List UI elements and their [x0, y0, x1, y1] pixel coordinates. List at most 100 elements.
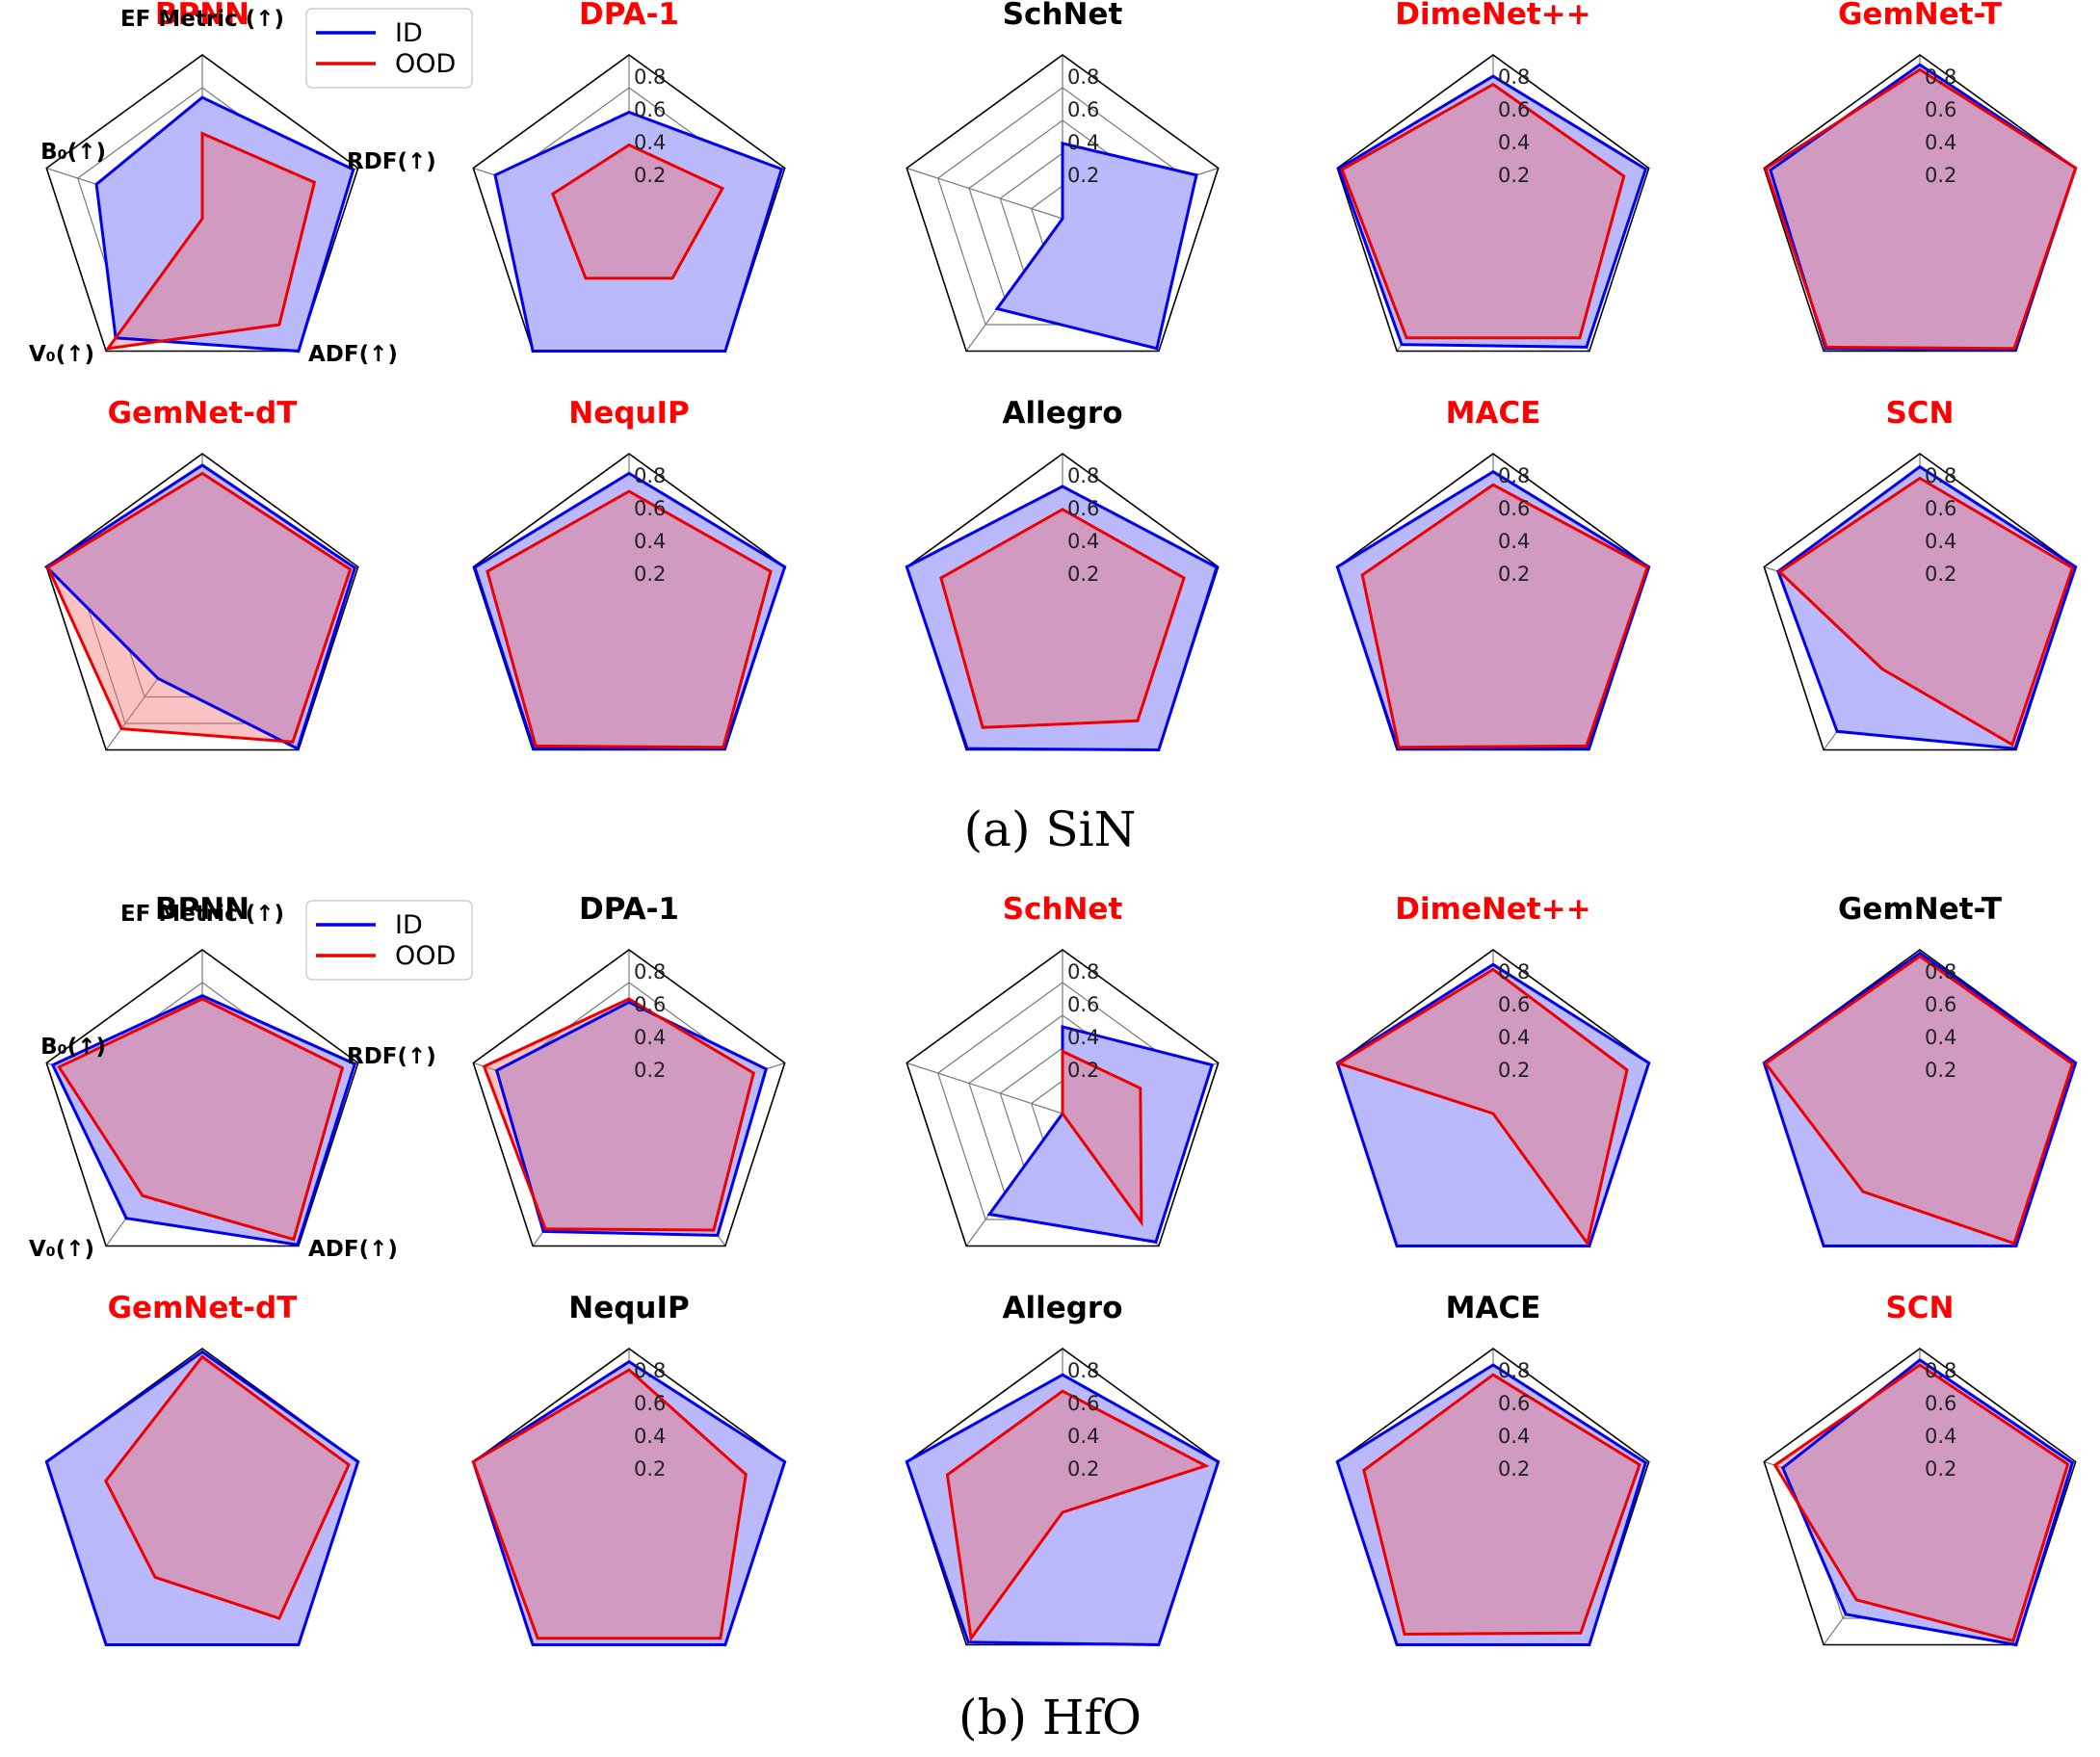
ood-area — [1363, 1375, 1640, 1635]
ood-area — [947, 1391, 1206, 1639]
id-line — [1776, 464, 2078, 750]
axis-spoke — [906, 167, 1063, 220]
id-line — [1762, 951, 2078, 1247]
ood-line — [1764, 67, 2078, 351]
id-area — [1770, 65, 2076, 351]
ood-area — [108, 133, 315, 349]
outer-frame — [45, 949, 359, 1247]
ood-line — [471, 1368, 748, 1640]
id-area — [1764, 953, 2076, 1246]
id-line — [1335, 469, 1651, 750]
id-line — [905, 1373, 1221, 1647]
ood-line — [104, 131, 317, 351]
radar-sin-scn: 0.2 0.4 0.6 0.8 SCN — [1763, 396, 2078, 751]
radial-tick-label: 0.8 — [1498, 1359, 1530, 1382]
model-title: MACE — [1446, 396, 1541, 431]
model-title: NequIP — [568, 396, 689, 431]
ood-area — [1765, 956, 2073, 1244]
legend-box — [305, 8, 473, 89]
id-line — [1335, 1363, 1648, 1646]
radial-tick-label: 0.8 — [1925, 66, 1956, 89]
radar-sin-gemnet-t: 0.2 0.4 0.6 0.8 GemNet-T — [1763, 0, 2078, 353]
radial-tick-label: 0.2 — [1498, 164, 1530, 187]
radial-tick-label: 0.6 — [1925, 1392, 1956, 1415]
radar-sin-nequip: 0.2 0.4 0.6 0.8 NequIP — [472, 396, 787, 751]
id-area — [906, 1375, 1219, 1645]
radial-tick-label: 0.6 — [1498, 497, 1530, 520]
ood-area — [1362, 485, 1648, 747]
model-title: SCN — [1885, 396, 1954, 431]
id-line — [473, 471, 787, 750]
id-line — [1780, 1358, 2075, 1647]
id-line — [905, 485, 1219, 752]
id-line — [94, 95, 355, 354]
axis-label: RDF(↑) — [347, 1044, 436, 1069]
outer-frame — [45, 453, 359, 751]
radial-tick-label: 0.8 — [1925, 464, 1956, 487]
id-line — [44, 1350, 360, 1646]
axis-label: ADF(↑) — [308, 342, 398, 367]
radial-tick-label: 0.4 — [1067, 1425, 1099, 1448]
id-area — [473, 1361, 785, 1645]
ood-line — [550, 143, 725, 280]
radar-hfo-scn: 0.2 0.4 0.6 0.8 SCN — [1763, 1291, 2077, 1647]
radial-tick-label: 0.2 — [1498, 563, 1530, 586]
ood-line — [57, 997, 345, 1242]
radial-tick-label: 0.2 — [1498, 1457, 1530, 1481]
outer-frame — [472, 949, 786, 1247]
radial-tick-label: 0.4 — [1498, 1026, 1530, 1049]
radial-tick-label: 0.4 — [634, 131, 666, 154]
radial-tick-label: 0.6 — [1498, 98, 1530, 121]
model-title: SchNet — [1003, 0, 1123, 32]
radial-tick-label: 0.4 — [1067, 1026, 1099, 1049]
radial-tick-label: 0.4 — [1067, 131, 1099, 154]
radial-tick-label: 0.8 — [1067, 1359, 1099, 1382]
ood-area — [1342, 84, 1624, 338]
radial-tick-label: 0.8 — [1498, 464, 1530, 487]
radar-sin-allegro: 0.2 0.4 0.6 0.8 Allegro — [905, 396, 1220, 752]
radial-tick-label: 0.2 — [1925, 1457, 1956, 1481]
legend-box — [305, 900, 473, 981]
ood-area — [1774, 1365, 2068, 1641]
ood-area — [1765, 69, 2076, 349]
axis-label: V₀(↑) — [29, 1237, 94, 1262]
radar-sin-schnet: 0.2 0.4 0.6 0.8 SchNet — [906, 0, 1220, 353]
ood-area — [47, 473, 351, 743]
radar-hfo-allegro: 0.2 0.4 0.6 0.8 Allegro — [905, 1291, 1221, 1647]
axis-spoke — [906, 1062, 1063, 1115]
radial-tick-label: 0.8 — [1067, 464, 1099, 487]
model-title: Allegro — [1002, 1291, 1122, 1325]
ood-area — [1779, 478, 2073, 745]
model-title: SCN — [1885, 1291, 1954, 1325]
caption-hfo: (b) HfO — [958, 1690, 1142, 1745]
radar-hfo-gemnet-dt: GemNet-dT — [44, 1291, 360, 1646]
caption-sin: (a) SiN — [964, 801, 1137, 857]
id-area — [1337, 1365, 1646, 1645]
model-title: Allegro — [1002, 396, 1122, 431]
model-title: DPA-1 — [579, 892, 679, 927]
radial-tick-label: 0.4 — [1925, 131, 1956, 154]
model-title: GemNet-T — [1838, 892, 2002, 927]
radial-tick-label: 0.2 — [634, 1059, 666, 1082]
legend-label-ood: OOD — [395, 49, 456, 79]
model-title: GemNet-dT — [108, 1291, 298, 1325]
ood-area — [473, 1370, 747, 1639]
radial-tick-label: 0.2 — [1067, 1059, 1099, 1082]
ood-line — [1061, 1049, 1143, 1227]
id-area — [997, 143, 1196, 349]
ood-line — [1360, 483, 1649, 749]
ood-line — [1335, 967, 1629, 1247]
ood-line — [1340, 82, 1626, 340]
radial-tick-label: 0.8 — [1067, 960, 1099, 983]
outer-frame — [1336, 54, 1650, 353]
outer-frame — [45, 54, 359, 353]
radial-tick-label: 0.8 — [634, 66, 666, 89]
radar-sin-dimenet-: 0.2 0.4 0.6 0.8 DimeNet++ — [1336, 0, 1650, 353]
ood-line — [482, 997, 756, 1232]
id-area — [52, 995, 355, 1246]
radial-tick-label: 0.2 — [1067, 164, 1099, 187]
model-title: MACE — [1446, 1291, 1541, 1325]
